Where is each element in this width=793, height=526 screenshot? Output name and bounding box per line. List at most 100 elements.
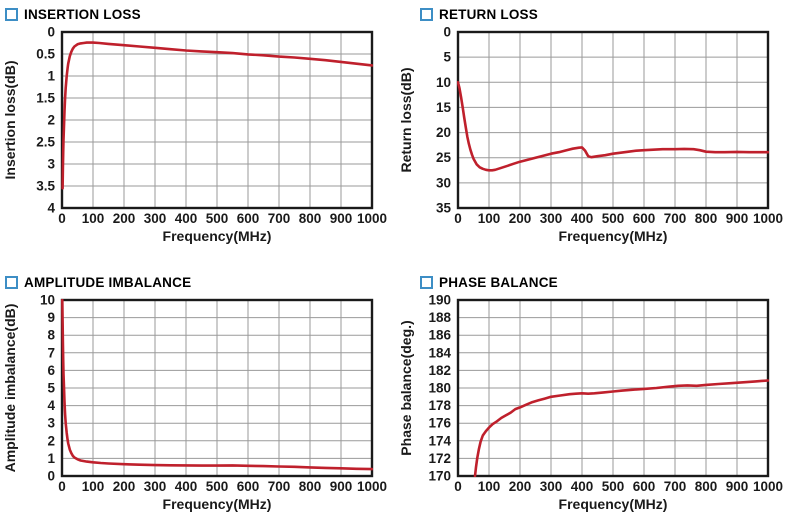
svg-text:300: 300: [540, 479, 563, 494]
svg-text:174: 174: [428, 433, 451, 448]
svg-text:1: 1: [47, 69, 55, 84]
svg-text:3: 3: [47, 416, 55, 431]
svg-text:Phase balance(deg.): Phase balance(deg.): [398, 320, 414, 455]
svg-text:20: 20: [436, 125, 451, 140]
svg-text:0: 0: [47, 25, 55, 40]
phase-balance-panel: PHASE BALANCE 0 100 200 300 400 500 600 700 800 9…: [396, 261, 793, 522]
section-marker-icon: [5, 275, 18, 289]
svg-text:300: 300: [144, 479, 167, 494]
svg-text:700: 700: [268, 479, 291, 494]
svg-text:4: 4: [47, 201, 55, 216]
svg-text:100: 100: [82, 479, 105, 494]
svg-text:7: 7: [47, 345, 55, 360]
svg-text:10: 10: [436, 75, 451, 90]
svg-text:100: 100: [478, 211, 501, 226]
phase-balance-title: PHASE BALANCE: [396, 261, 793, 292]
svg-text:180: 180: [428, 381, 451, 396]
svg-text:0.5: 0.5: [36, 47, 55, 62]
svg-text:800: 800: [299, 211, 322, 226]
chart-title-text: RETURN LOSS: [439, 6, 538, 22]
svg-text:170: 170: [428, 469, 451, 484]
svg-text:800: 800: [695, 479, 718, 494]
svg-text:182: 182: [428, 363, 451, 378]
svg-text:400: 400: [175, 479, 198, 494]
svg-text:3.5: 3.5: [36, 179, 55, 194]
phase-balance-chart: 0 100 200 300 400 500 600 700 800 900 1000 170 172 17…: [398, 293, 783, 513]
section-marker-icon: [420, 7, 433, 21]
return-loss-chart: 0 100 200 300 400 500 600 700 800 900 1000 0 5 10 15 20…: [398, 25, 783, 245]
svg-text:200: 200: [509, 479, 532, 494]
svg-text:178: 178: [428, 398, 451, 413]
svg-text:100: 100: [478, 479, 501, 494]
svg-text:1000: 1000: [357, 479, 387, 494]
svg-text:300: 300: [540, 211, 563, 226]
svg-text:172: 172: [428, 451, 451, 466]
svg-text:Frequency(MHz): Frequency(MHz): [559, 228, 668, 244]
svg-text:10: 10: [40, 293, 55, 308]
svg-text:Frequency(MHz): Frequency(MHz): [559, 496, 668, 512]
svg-text:1000: 1000: [753, 211, 783, 226]
svg-text:15: 15: [436, 100, 452, 115]
svg-text:600: 600: [633, 211, 656, 226]
svg-text:35: 35: [436, 201, 452, 216]
svg-text:5: 5: [47, 381, 55, 396]
svg-text:500: 500: [602, 479, 625, 494]
svg-text:400: 400: [175, 211, 198, 226]
svg-text:500: 500: [206, 211, 229, 226]
svg-text:2.5: 2.5: [36, 135, 55, 150]
svg-text:0: 0: [443, 25, 451, 40]
svg-text:2: 2: [47, 433, 55, 448]
svg-text:200: 200: [113, 479, 136, 494]
svg-text:900: 900: [330, 211, 353, 226]
svg-text:186: 186: [428, 328, 451, 343]
svg-text:25: 25: [436, 150, 452, 165]
svg-text:188: 188: [428, 310, 451, 325]
svg-text:190: 190: [428, 293, 451, 308]
svg-text:0: 0: [454, 479, 462, 494]
svg-text:Frequency(MHz): Frequency(MHz): [163, 228, 272, 244]
svg-text:300: 300: [144, 211, 167, 226]
svg-text:800: 800: [695, 211, 718, 226]
svg-text:0: 0: [58, 479, 66, 494]
amplitude-imbalance-panel: AMPLITUDE IMBALANCE 0 100 200 300 400 500 600 7…: [0, 261, 396, 522]
section-marker-icon: [5, 7, 18, 21]
svg-text:900: 900: [726, 211, 749, 226]
svg-text:3: 3: [47, 157, 55, 172]
svg-text:176: 176: [428, 416, 451, 431]
svg-text:Insertion loss(dB): Insertion loss(dB): [2, 60, 18, 179]
svg-text:500: 500: [206, 479, 229, 494]
svg-text:0: 0: [58, 211, 66, 226]
amplitude-imbalance-chart: 0 100 200 300 400 500 600 700 800 900 100001234567…: [2, 293, 387, 513]
svg-text:500: 500: [602, 211, 625, 226]
svg-text:0: 0: [47, 469, 55, 484]
svg-text:400: 400: [571, 479, 594, 494]
svg-text:8: 8: [47, 328, 55, 343]
svg-text:200: 200: [509, 211, 532, 226]
insertion-loss-title: INSERTION LOSS: [0, 0, 396, 24]
svg-text:9: 9: [47, 310, 55, 325]
chart-title-text: INSERTION LOSS: [24, 6, 141, 22]
svg-text:100: 100: [82, 211, 105, 226]
svg-text:0: 0: [454, 211, 462, 226]
svg-text:700: 700: [664, 479, 687, 494]
svg-text:900: 900: [726, 479, 749, 494]
svg-text:700: 700: [664, 211, 687, 226]
svg-text:184: 184: [428, 345, 451, 360]
svg-text:600: 600: [237, 211, 260, 226]
svg-text:Return loss(dB): Return loss(dB): [398, 68, 414, 173]
svg-text:900: 900: [330, 479, 353, 494]
svg-text:2: 2: [47, 113, 55, 128]
svg-text:6: 6: [47, 363, 55, 378]
insertion-loss-panel: INSERTION LOSS 0 100 200 300 400 500 600 700 800…: [0, 0, 396, 261]
chart-title-text: PHASE BALANCE: [439, 274, 558, 290]
svg-text:4: 4: [47, 398, 55, 413]
return-loss-title: RETURN LOSS: [396, 0, 793, 24]
svg-text:1000: 1000: [357, 211, 387, 226]
svg-text:400: 400: [571, 211, 594, 226]
svg-text:5: 5: [443, 50, 451, 65]
svg-text:600: 600: [633, 479, 656, 494]
insertion-loss-chart: 0 100 200 300 400 500 600 700 800 900 1000 0 0.5 1 1.5…: [2, 25, 387, 245]
svg-text:200: 200: [113, 211, 136, 226]
svg-text:1.5: 1.5: [36, 91, 55, 106]
